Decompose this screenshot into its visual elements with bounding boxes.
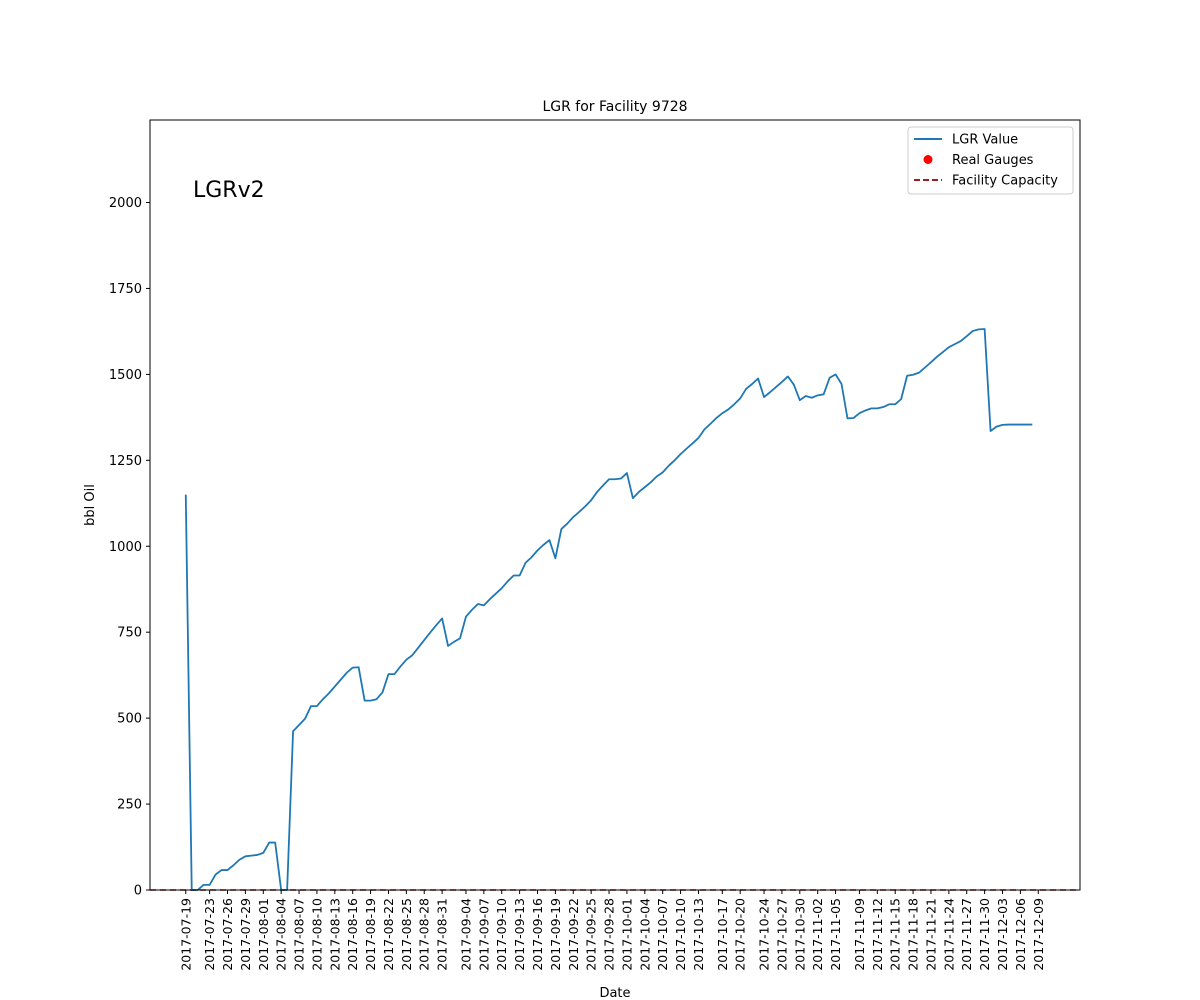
chart-title: LGR for Facility 9728 [542, 99, 687, 115]
x-tick-label: 2017-11-30 [977, 898, 992, 971]
x-tick-label: 2017-09-19 [548, 898, 563, 971]
series-line-0 [184, 328, 1033, 891]
x-tick-label: 2017-09-28 [602, 898, 617, 971]
legend-label: LGR Value [952, 133, 1018, 148]
y-tick-label: 1500 [109, 368, 142, 383]
x-axis-label: Date [599, 986, 630, 1000]
y-tick-label: 1250 [109, 454, 142, 469]
x-tick-label: 2017-08-16 [345, 898, 360, 971]
legend-box [907, 126, 1074, 195]
x-tick-label: 2017-08-10 [309, 898, 324, 971]
x-tick-label: 2017-08-07 [292, 898, 307, 971]
x-tick-label: 2017-10-27 [774, 898, 789, 971]
x-tick-label: 2017-10-01 [619, 898, 634, 971]
x-tick-label: 2017-08-22 [381, 898, 396, 971]
y-tick-label: 750 [117, 626, 142, 641]
x-tick-label: 2017-11-27 [959, 898, 974, 971]
x-tick-label: 2017-09-07 [476, 898, 491, 971]
x-tick-label: 2017-11-18 [906, 898, 921, 971]
legend-label: Facility Capacity [952, 174, 1058, 189]
x-tick-label: 2017-11-02 [810, 898, 825, 971]
y-axis-label: bbl Oil [83, 484, 98, 526]
legend-swatch-marker [923, 155, 933, 164]
x-tick-label: 2017-11-24 [941, 898, 956, 971]
x-tick-label: 2017-07-26 [220, 898, 235, 971]
x-tick-label: 2017-12-06 [1013, 898, 1028, 971]
x-tick-label: 2017-09-13 [512, 898, 527, 971]
x-tick-label: 2017-11-05 [828, 898, 843, 971]
x-tick-label: 2017-11-09 [852, 898, 867, 971]
x-tick-label: 2017-07-23 [202, 898, 217, 971]
x-tick-label: 2017-09-10 [494, 898, 509, 971]
legend-entry: Real Gauges [923, 153, 1034, 168]
y-tick-label: 250 [117, 798, 142, 813]
x-tick-label: 2017-08-01 [256, 898, 271, 971]
x-axis: 2017-07-19 2017-07-23 2017-07-26 2017-07-29… [178, 890, 1046, 971]
x-tick-label: 2017-08-25 [399, 898, 414, 971]
y-tick-label: 2000 [109, 196, 142, 211]
legend-entry: Facility Capacity [914, 174, 1058, 189]
model-annotation: LGRv2 [193, 178, 265, 203]
legend-label: Real Gauges [952, 153, 1034, 168]
plot-frame [149, 119, 1081, 891]
y-tick-label: 1000 [109, 540, 142, 555]
x-tick-label: 2017-09-22 [566, 898, 581, 971]
x-tick-label: 2017-07-29 [238, 898, 253, 971]
x-tick-label: 2017-12-03 [995, 898, 1010, 971]
y-tick-label: 1750 [109, 282, 142, 297]
y-tick-label: 500 [117, 712, 142, 727]
x-tick-label: 2017-08-31 [435, 898, 450, 971]
x-tick-label: 2017-11-15 [888, 898, 903, 971]
x-tick-label: 2017-08-19 [363, 898, 378, 971]
x-tick-label: 2017-09-04 [458, 898, 473, 971]
x-tick-label: 2017-07-19 [178, 898, 193, 971]
x-tick-label: 2017-10-17 [715, 898, 730, 971]
x-tick-label: 2017-10-24 [757, 898, 772, 971]
y-tick-label: 0 [134, 884, 142, 899]
x-tick-label: 2017-08-04 [274, 898, 289, 971]
legend-entry: LGR Value [914, 133, 1018, 148]
x-tick-label: 2017-12-09 [1031, 898, 1046, 971]
x-tick-label: 2017-10-10 [673, 898, 688, 971]
x-tick-label: 2017-10-20 [733, 898, 748, 971]
x-tick-label: 2017-11-21 [923, 898, 938, 971]
x-tick-label: 2017-09-25 [584, 898, 599, 971]
x-tick-label: 2017-08-13 [327, 898, 342, 971]
legend: LGR Value Real Gauges Facility Capacity [907, 126, 1074, 195]
x-tick-label: 2017-10-30 [792, 898, 807, 971]
x-tick-label: 2017-10-07 [655, 898, 670, 971]
x-tick-label: 2017-10-13 [691, 898, 706, 971]
x-tick-label: 2017-09-16 [530, 898, 545, 971]
y-axis: 0 250 500 750 1000 1250 1500 1750 2000 [109, 196, 150, 899]
x-tick-label: 2017-11-12 [870, 898, 885, 971]
x-tick-label: 2017-10-04 [637, 898, 652, 971]
x-tick-label: 2017-08-28 [417, 898, 432, 971]
